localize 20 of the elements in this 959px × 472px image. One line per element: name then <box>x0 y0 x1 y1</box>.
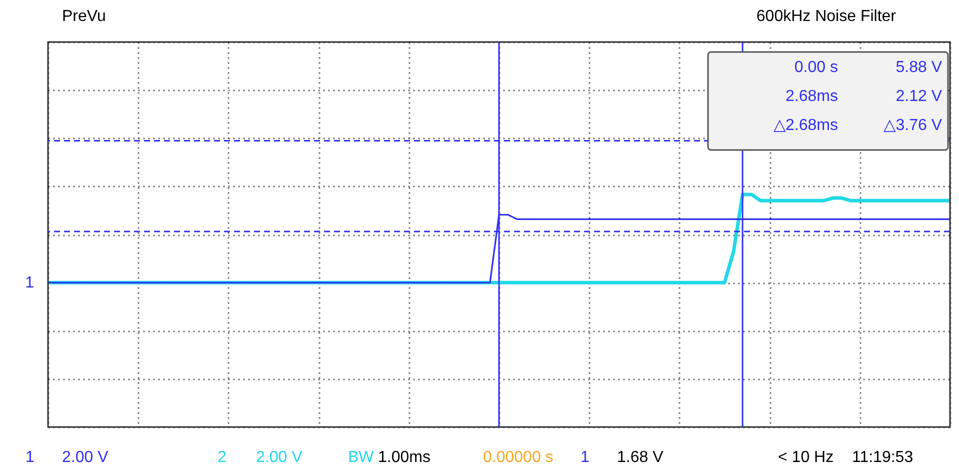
text: 600kHz Noise Filter <box>756 8 897 25</box>
text: 1 <box>580 449 590 466</box>
text: 2 <box>218 449 227 466</box>
text: 0.00000 s <box>483 449 554 466</box>
text: 11:19:53 <box>852 449 914 466</box>
text: < 10 Hz <box>778 449 834 466</box>
ref-line-label: 5.88 V <box>896 59 942 76</box>
text: 1.68 V <box>617 449 664 466</box>
text: 0.00 s <box>794 59 838 76</box>
text: BW <box>348 449 375 466</box>
text: 1.00ms <box>378 449 430 466</box>
text: 1 <box>25 274 34 292</box>
text: △2.68ms <box>774 117 838 134</box>
text: PreVu <box>62 8 106 25</box>
text: 2.00 V <box>62 449 109 466</box>
text: 2.68ms <box>786 88 838 105</box>
ref-line-label: 2.12 V <box>896 88 942 105</box>
text: 2.00 V <box>256 449 303 466</box>
text: 1 <box>26 449 35 466</box>
text: △3.76 V <box>884 117 942 134</box>
